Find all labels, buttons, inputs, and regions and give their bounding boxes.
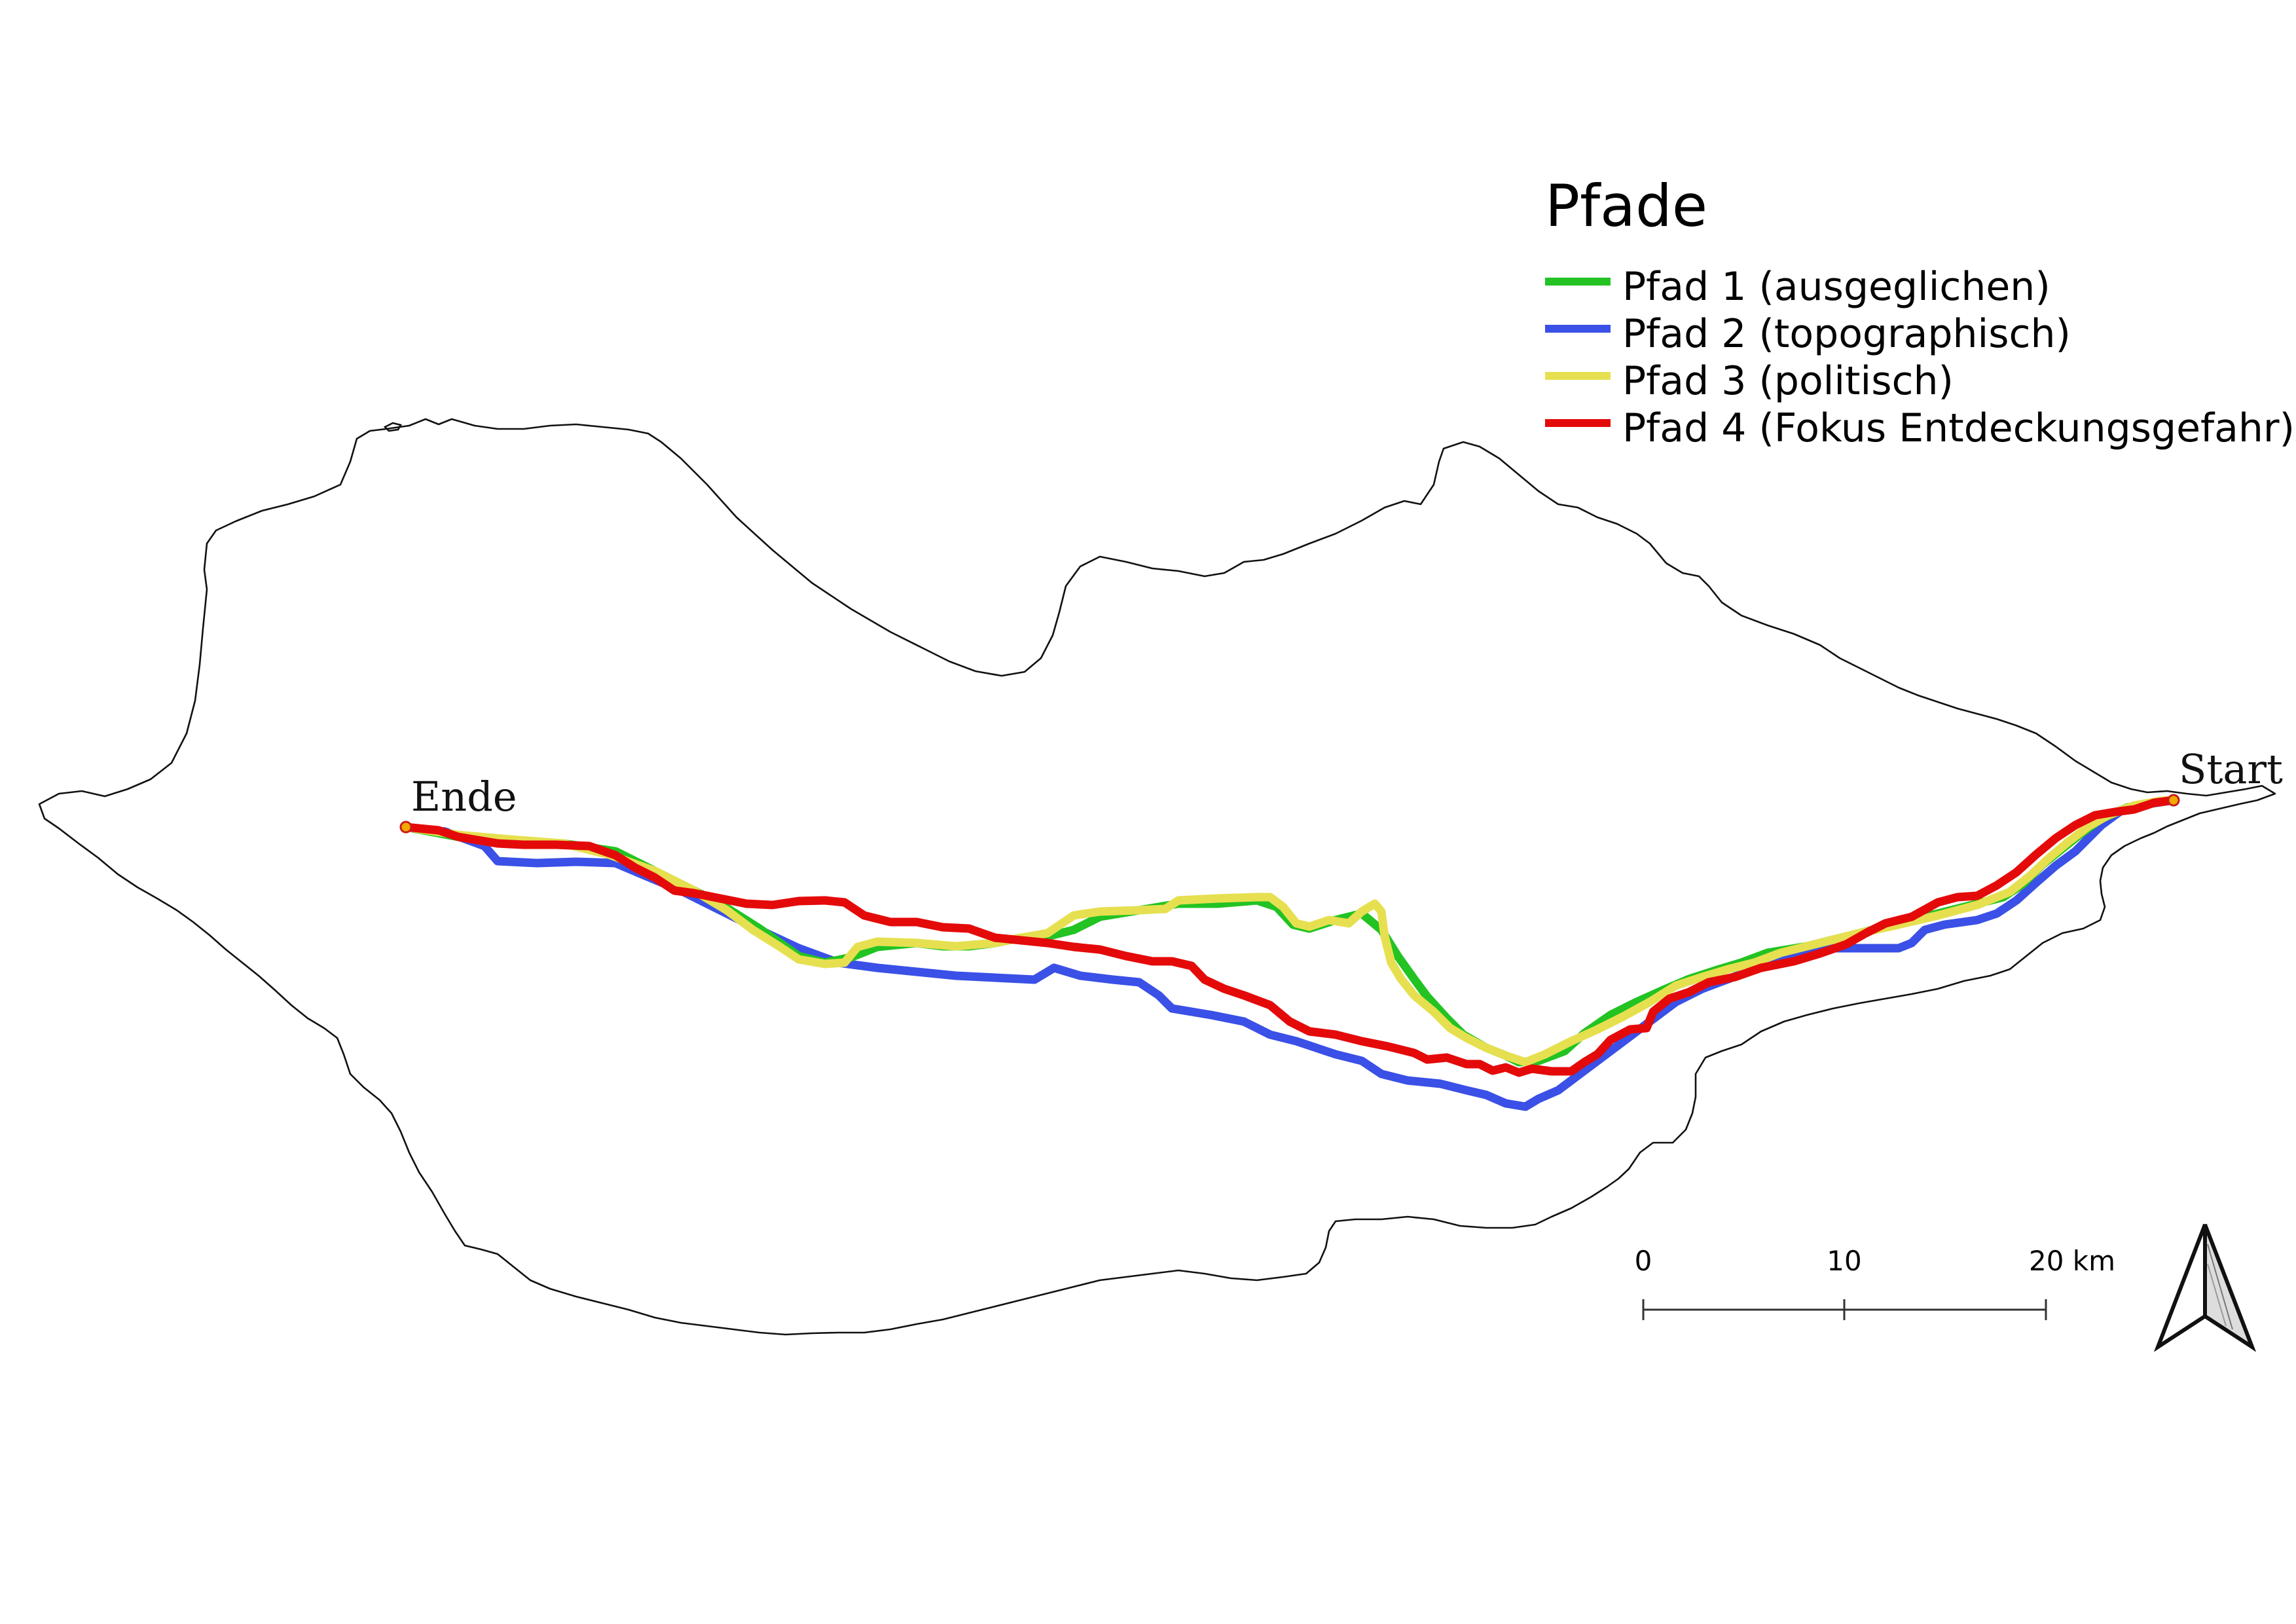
legend-title: Pfade [1545,172,1707,240]
legend-item: Pfad 3 (politisch) [1545,358,1954,404]
start-label: Start [2179,745,2283,793]
legend: Pfade Pfad 1 (ausgeglichen) Pfad 2 (topo… [1545,172,2295,451]
legend-label-pfad-4: Pfad 4 (Fokus Entdeckungsgefahr) [1622,405,2295,451]
scale-bar-label-0: 0 [1635,1245,1652,1277]
legend-label-pfad-1: Pfad 1 (ausgeglichen) [1622,264,2050,310]
island-outline [38,418,2276,1336]
route-pfad-4 [401,796,2178,1077]
legend-item: Pfad 1 (ausgeglichen) [1545,264,2050,310]
scale-bar-label-20: 20 km [2029,1245,2115,1277]
scale-bar: 0 10 20 km [1635,1245,2115,1320]
legend-label-pfad-3: Pfad 3 (politisch) [1622,358,1954,404]
scale-bar-label-10: 10 [1827,1245,1861,1277]
start-marker [2167,794,2180,807]
legend-label-pfad-2: Pfad 2 (topographisch) [1622,311,2071,357]
islet [383,422,402,432]
end-marker [399,821,412,834]
legend-item: Pfad 4 (Fokus Entdeckungsgefahr) [1545,405,2295,451]
route-pfad-2 [401,796,2178,1111]
end-label: Ende [411,773,517,821]
legend-item: Pfad 2 (topographisch) [1545,311,2071,357]
north-arrow-icon [2153,1223,2257,1352]
